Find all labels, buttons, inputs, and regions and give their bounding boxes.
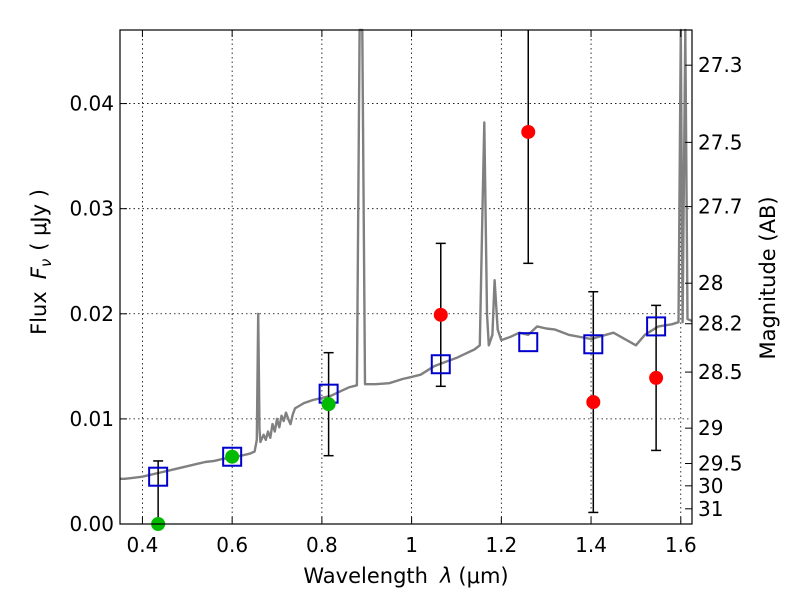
magnitude-tick-label: 31	[698, 497, 723, 521]
model-photometry-square	[646, 316, 667, 337]
sed-model-layer	[120, 28, 693, 480]
red-points	[433, 124, 664, 410]
y-axis-label-subscript: ν	[37, 259, 55, 267]
magnitude-tick-label: 27.5	[698, 130, 743, 154]
model-photometry-square	[583, 334, 604, 355]
y-axis-label-prefix: Flux	[27, 291, 51, 335]
y-tick-label: 0.00	[69, 512, 114, 536]
plot-frame	[119, 29, 693, 525]
y-axis-label-unit: ( μJy )	[27, 189, 51, 251]
y-axis-label: Flux Fν ( μJy )	[27, 189, 55, 335]
magnitude-tick-label: 28.5	[698, 360, 743, 384]
plot-area	[120, 30, 692, 524]
model-photometry-square	[518, 332, 539, 353]
magnitude-tick-label: 29.5	[698, 452, 743, 476]
magnitude-tick-label: 27.3	[698, 53, 743, 77]
x-tick-label: 1.4	[575, 533, 607, 557]
x-axis-ticks: 0.4 0.6 0.8 1 1.2 1.4 1.6	[127, 30, 697, 557]
y-tick-label: 0.01	[69, 407, 114, 431]
red-data-point	[433, 307, 448, 322]
red-data-point	[586, 395, 601, 410]
x-tick-label: 0.4	[127, 533, 159, 557]
model-photometry-square	[222, 446, 243, 467]
sed-model-curve	[120, 28, 693, 480]
magnitude-tick-label: 30	[698, 474, 723, 498]
y-axis-ticks: 0.00 0.01 0.02 0.03 0.04	[69, 92, 127, 536]
x-tick-label: 0.8	[306, 533, 338, 557]
x-tick-label: 1	[405, 533, 418, 557]
y-tick-label: 0.02	[69, 302, 114, 326]
magnitude-tick-label: 28.2	[698, 312, 743, 336]
red-data-point	[649, 370, 664, 385]
magnitude-tick-label: 28	[698, 271, 723, 295]
x-tick-label: 1.6	[665, 533, 697, 557]
x-tick-label: 0.6	[216, 533, 248, 557]
x-axis-label-symbol: λ	[439, 564, 452, 588]
detection-point	[321, 397, 336, 412]
x-axis-label-unit: (μm)	[458, 564, 508, 588]
detection-point	[225, 449, 240, 464]
x-axis-label: Wavelength λ (μm)	[303, 564, 508, 588]
y-axis-label-symbol: F	[27, 266, 51, 279]
y-tick-label: 0.04	[69, 92, 114, 116]
magnitude-tick-label: 27.7	[698, 195, 743, 219]
magnitude-tick-label: 29	[698, 416, 723, 440]
x-tick-label: 1.2	[485, 533, 517, 557]
y-tick-label: 0.03	[69, 197, 114, 221]
magnitude-axis-label: Magnitude (AB)	[756, 196, 780, 359]
model-photometry-square	[148, 466, 169, 487]
model-photometry	[148, 316, 667, 487]
red-data-point	[521, 124, 536, 139]
model-photometry-square	[430, 354, 451, 375]
x-axis-label-prefix: Wavelength	[303, 564, 428, 588]
